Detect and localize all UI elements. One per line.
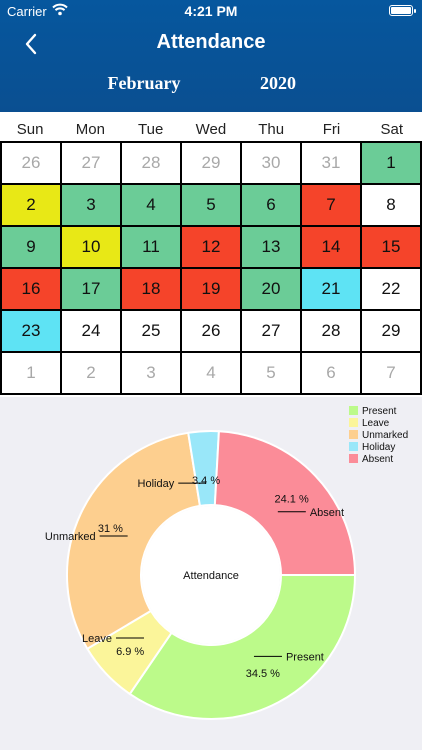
slice-name-label: Absent [310,507,344,519]
calendar-day-cell[interactable]: 2 [62,353,120,393]
slice-name-label: Present [286,651,324,663]
donut-hole [142,506,280,644]
calendar-day-cell[interactable]: 2 [2,185,60,225]
calendar-day-cell[interactable]: 5 [182,185,240,225]
status-bar: Carrier 4:21 PM [0,0,422,22]
calendar-day-cell[interactable]: 29 [182,143,240,183]
weekday-label: Thu [258,121,285,138]
slice-name-label: Leave [82,633,112,645]
weekday-label: Fri [322,121,341,138]
calendar-day-cell[interactable]: 7 [302,185,360,225]
legend-swatch [349,442,358,451]
calendar-day-cell[interactable]: 20 [242,269,300,309]
calendar-grid: 26 27 28 29 30 31 1 2 3 4 5 6 7 8 9 10 11 12 13 14 15 16 17 18 1… [0,141,422,395]
calendar-day-cell[interactable]: 21 [302,269,360,309]
year-selector[interactable]: 2020 [260,73,296,93]
status-time: 4:21 PM [184,3,238,19]
calendar-day-cell[interactable]: 16 [2,269,60,309]
weekday-label: Tue [138,121,164,138]
slice-percent-label: 3.4 % [192,475,220,487]
slice-percent-label: 6.9 % [116,646,144,658]
calendar-day-cell[interactable]: 3 [122,353,180,393]
calendar-day-cell[interactable]: 28 [302,311,360,351]
slice-percent-label: 31 % [98,523,123,535]
calendar-day-cell[interactable]: 28 [122,143,180,183]
calendar-day-cell[interactable]: 9 [2,227,60,267]
calendar-day-cell[interactable]: 27 [242,311,300,351]
slice-absent[interactable] [213,430,357,576]
weekday-header: Sun Mon Tue Wed Thu Fri Sat [0,112,422,142]
calendar-day-cell[interactable]: 26 [2,143,60,183]
calendar-day-cell[interactable]: 6 [302,353,360,393]
calendar-day-cell[interactable]: 3 [62,185,120,225]
calendar-day-cell[interactable]: 23 [2,311,60,351]
calendar-day-cell[interactable]: 12 [182,227,240,267]
legend-label: Present [362,406,397,417]
slice-unmarked[interactable] [66,431,202,651]
slice-name-label: Unmarked [45,531,96,543]
attendance-chart: Attendance 34.5 % Present 6.9 % Leave 31 % Unm… [0,397,422,750]
legend-label: Holiday [362,442,395,453]
header-bar: Carrier 4:21 PM Attendance February 2020 [0,0,422,112]
legend-label: Unmarked [362,430,408,441]
calendar-day-cell[interactable]: 6 [242,185,300,225]
legend-label: Absent [362,454,393,465]
weekday-label: Mon [75,121,105,138]
calendar-day-cell[interactable]: 31 [302,143,360,183]
weekday-label: Sat [380,121,403,138]
slice-present[interactable] [128,574,357,720]
slice-percent-label: 34.5 % [246,668,280,680]
calendar-day-cell[interactable]: 8 [362,185,420,225]
calendar-day-cell[interactable]: 17 [62,269,120,309]
calendar-day-cell[interactable]: 30 [242,143,300,183]
legend-swatch [349,430,358,439]
calendar-day-cell[interactable]: 26 [182,311,240,351]
calendar-day-cell[interactable]: 4 [182,353,240,393]
calendar-day-cell[interactable]: 1 [2,353,60,393]
calendar-day-cell[interactable]: 5 [242,353,300,393]
calendar-day-cell[interactable]: 24 [62,311,120,351]
battery-icon [389,5,416,16]
legend-swatch [349,454,358,463]
calendar-day-cell[interactable]: 10 [62,227,120,267]
calendar-day-cell[interactable]: 22 [362,269,420,309]
calendar-day-cell[interactable]: 13 [242,227,300,267]
calendar-day-cell[interactable]: 1 [362,143,420,183]
calendar-day-cell[interactable]: 29 [362,311,420,351]
slice-name-label: Holiday [138,478,175,490]
wifi-icon [52,3,68,19]
page-title: Attendance [156,31,266,53]
calendar-day-cell[interactable]: 25 [122,311,180,351]
legend-label: Leave [362,418,390,429]
legend-swatch [349,406,358,415]
calendar-day-cell[interactable]: 4 [122,185,180,225]
calendar-day-cell[interactable]: 11 [122,227,180,267]
center-label: Attendance [183,570,239,582]
legend-swatch [349,418,358,427]
chevron-left-icon [25,33,37,55]
calendar-day-cell[interactable]: 7 [362,353,420,393]
calendar-day-cell[interactable]: 15 [362,227,420,267]
back-button[interactable] [18,30,48,58]
weekday-label: Wed [195,121,227,138]
carrier-label: Carrier [7,4,47,19]
calendar-day-cell[interactable]: 14 [302,227,360,267]
weekday-label: Sun [16,121,44,138]
month-selector[interactable]: February [107,73,181,93]
calendar-day-cell[interactable]: 19 [182,269,240,309]
calendar-day-cell[interactable]: 27 [62,143,120,183]
calendar-day-cell[interactable]: 18 [122,269,180,309]
slice-percent-label: 24.1 % [274,494,308,506]
